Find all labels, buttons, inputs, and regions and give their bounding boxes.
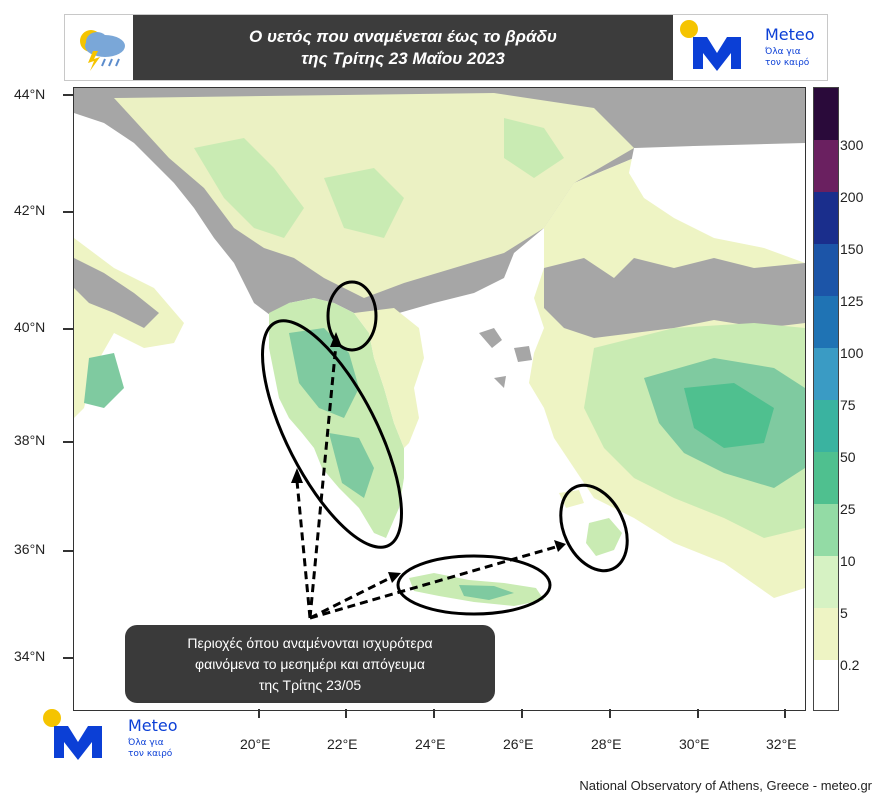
black-sea xyxy=(629,143,805,263)
colorbar-segment-3 xyxy=(814,244,838,296)
meteo-m-icon-bottom xyxy=(43,709,102,760)
colorbar-segment-5 xyxy=(814,348,838,400)
lon-tick-26 xyxy=(521,709,523,718)
colorbar-label-75: 75 xyxy=(840,397,856,413)
source-credit: National Observatory of Athens, Greece -… xyxy=(579,778,872,793)
colorbar-label-50: 50 xyxy=(840,449,856,465)
colorbar-label-25: 25 xyxy=(840,501,856,517)
map-canvas xyxy=(74,88,805,710)
highlight-ellipse-west-greece xyxy=(261,319,403,549)
italy-south-rain xyxy=(84,353,124,408)
colorbar-segment-11 xyxy=(814,660,838,710)
lat-label-38: 38°N xyxy=(14,432,46,448)
turkey-gray xyxy=(544,258,805,338)
lat-label-34: 34°N xyxy=(14,648,46,664)
greece-west-heavy xyxy=(289,328,374,498)
lat-label-40: 40°N xyxy=(14,319,46,335)
lon-label-20: 20°E xyxy=(240,736,271,752)
colorbar-label-10: 10 xyxy=(840,553,856,569)
logo-name: Meteo xyxy=(765,25,815,44)
lon-label-22: 22°E xyxy=(327,736,358,752)
colorbar-segment-9 xyxy=(814,556,838,608)
lat-tick-44 xyxy=(63,94,73,96)
highlight-ellipse-north-greece xyxy=(326,280,378,352)
colorbar-segment-0 xyxy=(814,88,838,140)
callout-arrows xyxy=(295,343,560,620)
callout-box: Περιοχές όπου αναμένονται ισχυρότερα φαι… xyxy=(125,625,495,703)
greece-east-land xyxy=(354,308,424,448)
rhodes-island xyxy=(586,518,622,556)
northern-aegean-islands xyxy=(479,328,532,388)
lat-label-36: 36°N xyxy=(14,541,46,557)
colorbar-label-0-2: 0.2 xyxy=(840,657,860,673)
colorbar-segment-8 xyxy=(814,504,838,556)
logo-name-bottom: Meteo xyxy=(128,716,178,735)
colorbar-label-300: 300 xyxy=(840,137,864,153)
callout-line-2: φαινόμενα το μεσημέρι και απόγευμα xyxy=(195,655,425,672)
italy-gray xyxy=(74,258,159,328)
highlight-ellipse-dodecanese xyxy=(559,483,629,573)
map-title: Ο υετός που αναμένεται έως το βράδυ της … xyxy=(133,15,673,80)
lat-tick-40 xyxy=(63,328,73,330)
crete-heavy xyxy=(459,585,514,600)
lon-tick-28 xyxy=(609,709,611,718)
precipitation-colorbar xyxy=(813,87,839,711)
lat-tick-34 xyxy=(63,657,73,659)
lat-tick-42 xyxy=(63,211,73,213)
colorbar-label-150: 150 xyxy=(840,241,864,257)
map-header: Ο υετός που αναμένεται έως το βράδυ της … xyxy=(64,14,828,81)
lon-tick-20 xyxy=(258,709,260,718)
highlight-ellipse-crete xyxy=(396,554,552,616)
title-line-2: της Τρίτης 23 Μαΐου 2023 xyxy=(301,48,505,68)
callout-line-3: της Τρίτης 23/05 xyxy=(258,676,362,693)
lon-label-24: 24°E xyxy=(415,736,446,752)
lat-label-44: 44°N xyxy=(14,86,46,102)
lon-tick-32 xyxy=(784,709,786,718)
lat-label-42: 42°N xyxy=(14,202,46,218)
colorbar-segment-6 xyxy=(814,400,838,452)
lon-tick-22 xyxy=(345,709,347,718)
meteo-logo-bottom: Meteo Όλα για τον καιρό xyxy=(40,708,190,764)
colorbar-label-125: 125 xyxy=(840,293,864,309)
meteo-logo-top: Meteo Όλα για τον καιρό xyxy=(677,15,825,79)
rain-cloud-lightning-icon xyxy=(80,30,125,71)
lat-tick-38 xyxy=(63,441,73,443)
precipitation-map xyxy=(73,87,806,711)
meteo-m-icon xyxy=(680,20,741,71)
lon-label-32: 32°E xyxy=(766,736,797,752)
callout-line-1: Περιοχές όπου αναμένονται ισχυρότερα xyxy=(187,634,433,651)
lon-label-28: 28°E xyxy=(591,736,622,752)
logo-tagline: Όλα για τον καιρό xyxy=(765,47,810,68)
lon-tick-24 xyxy=(433,709,435,718)
colorbar-label-100: 100 xyxy=(840,345,864,361)
colorbar-segment-10 xyxy=(814,608,838,660)
arrow-heads xyxy=(291,332,566,583)
colorbar-label-5: 5 xyxy=(840,605,848,621)
colorbar-segment-4 xyxy=(814,296,838,348)
colorbar-segment-7 xyxy=(814,452,838,504)
turkey-very-heavy xyxy=(684,383,774,448)
colorbar-segment-1 xyxy=(814,140,838,192)
lon-tick-30 xyxy=(697,709,699,718)
lat-tick-36 xyxy=(63,550,73,552)
logo-tagline-bottom: Όλα για τον καιρό xyxy=(128,738,173,759)
colorbar-segment-2 xyxy=(814,192,838,244)
colorbar-label-200: 200 xyxy=(840,189,864,205)
balkans-wet-patches xyxy=(194,118,564,238)
lon-label-30: 30°E xyxy=(679,736,710,752)
title-line-1: Ο υετός που αναμένεται έως το βράδυ xyxy=(249,26,557,46)
lon-label-26: 26°E xyxy=(503,736,534,752)
